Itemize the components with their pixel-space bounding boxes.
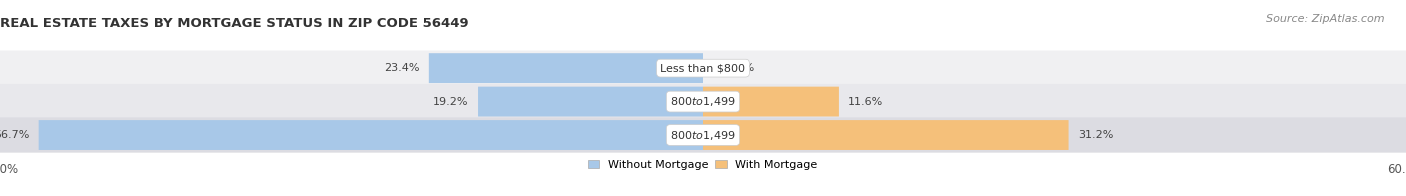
FancyBboxPatch shape [0, 84, 1406, 119]
Text: Less than $800: Less than $800 [661, 63, 745, 73]
FancyBboxPatch shape [38, 120, 703, 150]
Text: 56.7%: 56.7% [0, 130, 30, 140]
Text: 11.6%: 11.6% [848, 97, 883, 107]
FancyBboxPatch shape [0, 51, 1406, 86]
FancyBboxPatch shape [703, 87, 839, 116]
Text: Source: ZipAtlas.com: Source: ZipAtlas.com [1267, 14, 1385, 24]
Text: 23.4%: 23.4% [384, 63, 419, 73]
FancyBboxPatch shape [0, 117, 1406, 153]
FancyBboxPatch shape [429, 53, 703, 83]
Legend: Without Mortgage, With Mortgage: Without Mortgage, With Mortgage [588, 160, 818, 170]
Text: $800 to $1,499: $800 to $1,499 [671, 129, 735, 142]
Text: 31.2%: 31.2% [1078, 130, 1114, 140]
FancyBboxPatch shape [703, 120, 1069, 150]
Text: 0.0%: 0.0% [727, 63, 755, 73]
Text: 19.2%: 19.2% [433, 97, 468, 107]
FancyBboxPatch shape [478, 87, 703, 116]
Text: $800 to $1,499: $800 to $1,499 [671, 95, 735, 108]
Text: REAL ESTATE TAXES BY MORTGAGE STATUS IN ZIP CODE 56449: REAL ESTATE TAXES BY MORTGAGE STATUS IN … [0, 17, 468, 30]
